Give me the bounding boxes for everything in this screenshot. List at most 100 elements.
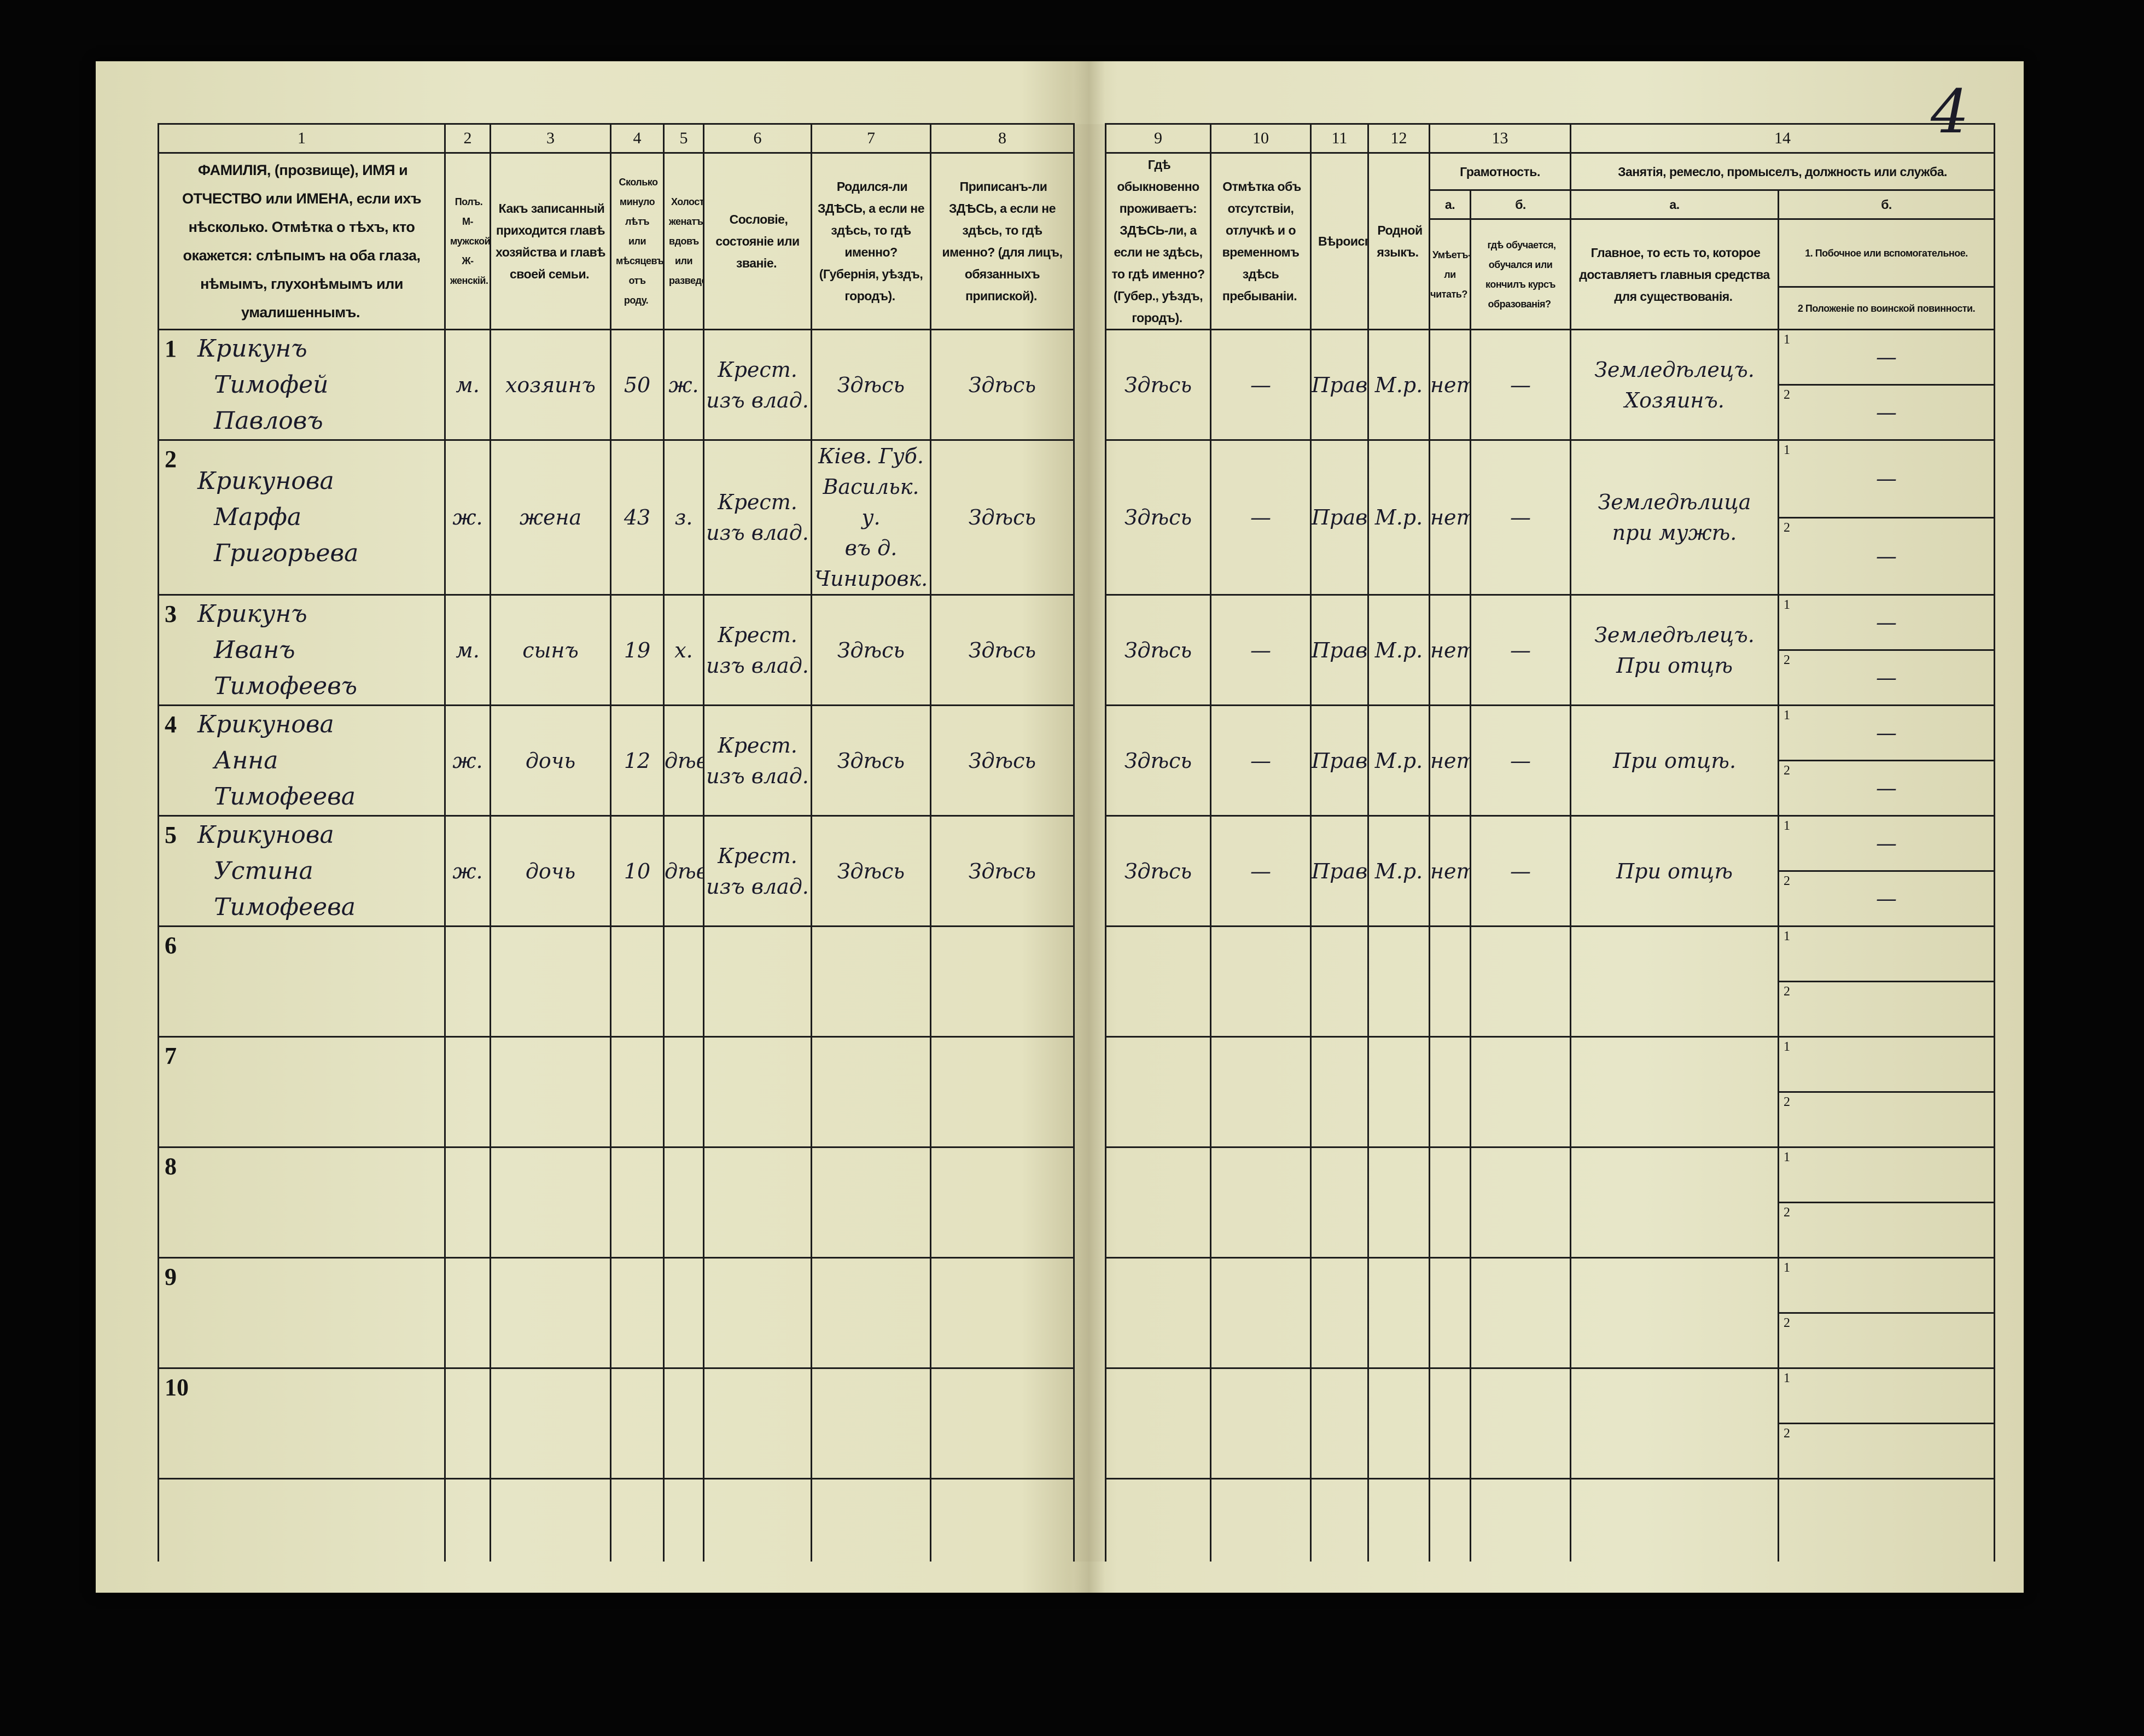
- military-status-value: —: [1876, 400, 1897, 424]
- column-number-7: 7: [811, 123, 931, 154]
- religion: [1310, 1036, 1369, 1148]
- row-number: 1: [165, 335, 177, 362]
- sub-label: 1: [1784, 819, 1790, 833]
- main-occupation: Земледѣлица при мужѣ.: [1570, 439, 1779, 596]
- column-number-3: 3: [490, 123, 611, 154]
- person-name-line: Крикунова: [197, 820, 334, 849]
- registered-place-value: Здѣсь: [968, 505, 1036, 529]
- column-header-3: Какъ записанный приходится главѣ хозяйст…: [490, 152, 611, 330]
- relation-to-head: [490, 1036, 611, 1148]
- education: [1470, 1036, 1571, 1148]
- gutter: [1073, 124, 1106, 153]
- gutter: [1073, 153, 1106, 330]
- relation-to-head: [490, 1257, 611, 1369]
- side-occupation: 1: [1778, 1367, 1995, 1424]
- religion-value: Прав.: [1312, 748, 1368, 773]
- birthplace: Здѣсь: [811, 329, 931, 441]
- residence-value: Здѣсь: [1124, 638, 1192, 662]
- column-number-5-text: 5: [679, 129, 688, 147]
- religion: Прав.: [1310, 704, 1369, 817]
- marital-status-value: дѣв.: [665, 748, 702, 773]
- marital-status: [663, 1036, 704, 1148]
- relation-to-head: сынъ: [490, 594, 611, 706]
- occupation-side-header-text: 1. Побочное или вспомогательное.: [1805, 247, 1968, 259]
- occupation-main-header: Главное, то есть то, которое доставляетъ…: [1570, 218, 1779, 330]
- religion: [1310, 1257, 1369, 1369]
- literacy-title: Грамотность.: [1429, 152, 1571, 191]
- birthplace-value: Васильк. у.: [823, 475, 919, 529]
- relation-to-head: [490, 1367, 611, 1479]
- age-value: 10: [624, 859, 651, 883]
- column-header-10: Отмѣтка объ отсутствіи, отлучкѣ и о врем…: [1210, 152, 1312, 330]
- column-number-6: 6: [703, 123, 812, 154]
- age-value: 50: [624, 372, 651, 397]
- gutter: [1073, 815, 1106, 927]
- sex: ж.: [444, 815, 491, 927]
- side-occupation-value: —: [1876, 345, 1897, 369]
- age-value: 19: [624, 638, 651, 662]
- sub-label: 2: [1784, 874, 1790, 888]
- registered-place: Здѣсь: [930, 329, 1075, 441]
- sub-label: 1: [1784, 1040, 1790, 1054]
- row-number: 8: [165, 1153, 177, 1180]
- occupation-title-text: Занятія, ремесло, промыселъ, должность и…: [1618, 164, 1947, 179]
- occupation-side-header: 1. Побочное или вспомогательное.: [1778, 218, 1995, 288]
- marital-status-value: з.: [674, 505, 693, 529]
- birthplace: [811, 1257, 931, 1369]
- row-number: 7: [165, 1042, 177, 1069]
- person-name-line: Марфа: [214, 503, 302, 531]
- main-occupation: [1570, 925, 1779, 1038]
- main-occupation-value: При отцѣ.: [1612, 748, 1737, 773]
- relation-to-head: дочь: [490, 704, 611, 817]
- residence: Здѣсь: [1105, 439, 1211, 596]
- estate-value: Крест.: [718, 622, 797, 647]
- education: [1470, 1367, 1571, 1479]
- relation-to-head: дочь: [490, 815, 611, 927]
- blank-cell: [1367, 1478, 1430, 1562]
- sub-label: 2: [1784, 1095, 1790, 1109]
- native-language-value: М.р.: [1374, 372, 1423, 397]
- person-name-line: Тимофеева: [214, 893, 356, 921]
- residence-value: Здѣсь: [1124, 505, 1192, 529]
- native-language: [1367, 925, 1430, 1038]
- can-read: нет: [1429, 594, 1471, 706]
- row-number: 4: [165, 711, 177, 738]
- gutter: [1073, 1147, 1106, 1258]
- column-header-6-text: Сословіе, состояніе или званіе.: [715, 212, 800, 270]
- religion-value: Прав.: [1312, 372, 1368, 397]
- main-occupation-value: Земледѣлецъ.: [1594, 357, 1755, 382]
- sub-label: 2: [1784, 388, 1790, 402]
- military-status: 2—: [1778, 384, 1995, 441]
- side-occupation: 1—: [1778, 439, 1995, 519]
- education: [1470, 1257, 1571, 1369]
- occupation-b-label: б.: [1778, 189, 1995, 220]
- can-read-value: нет: [1430, 372, 1469, 397]
- literacy-b-label: б.: [1470, 189, 1571, 220]
- person-name-line: Анна: [214, 746, 278, 774]
- table-row: 2 Крикунова Марфа Григорьева ж. жена 43 з. Крест…: [158, 439, 1995, 596]
- education: —: [1470, 594, 1571, 706]
- education: —: [1470, 815, 1571, 927]
- column-header-5-text: Холостъ, женатъ, вдовъ или разведенъ.: [669, 196, 704, 286]
- blank-cell: [610, 1478, 665, 1562]
- person-name-line: Григорьева: [214, 539, 359, 567]
- sex: [444, 1146, 491, 1259]
- column-header-9-text: Гдѣ обыкновенно проживаетъ: ЗДѢСЬ-ли, а …: [1111, 158, 1205, 325]
- column-number-14: 14: [1570, 123, 1995, 154]
- sub-label: 1: [1784, 1261, 1790, 1275]
- absence-note: —: [1210, 329, 1312, 441]
- literacy-a-label: а.: [1429, 189, 1471, 220]
- age: 19: [610, 594, 665, 706]
- military-status-value: —: [1876, 666, 1897, 690]
- main-occupation: [1570, 1367, 1779, 1479]
- native-language: [1367, 1257, 1430, 1369]
- blank-cell: [1310, 1478, 1369, 1562]
- table-row: 4КрикуноваАннаТимофееваж.дочь12дѣв.Крест…: [158, 704, 1995, 817]
- sex-value: ж.: [452, 748, 483, 773]
- registered-place: [930, 1257, 1075, 1369]
- birthplace: [811, 1367, 931, 1479]
- main-occupation-value: при мужѣ.: [1612, 521, 1737, 545]
- age: [610, 925, 665, 1038]
